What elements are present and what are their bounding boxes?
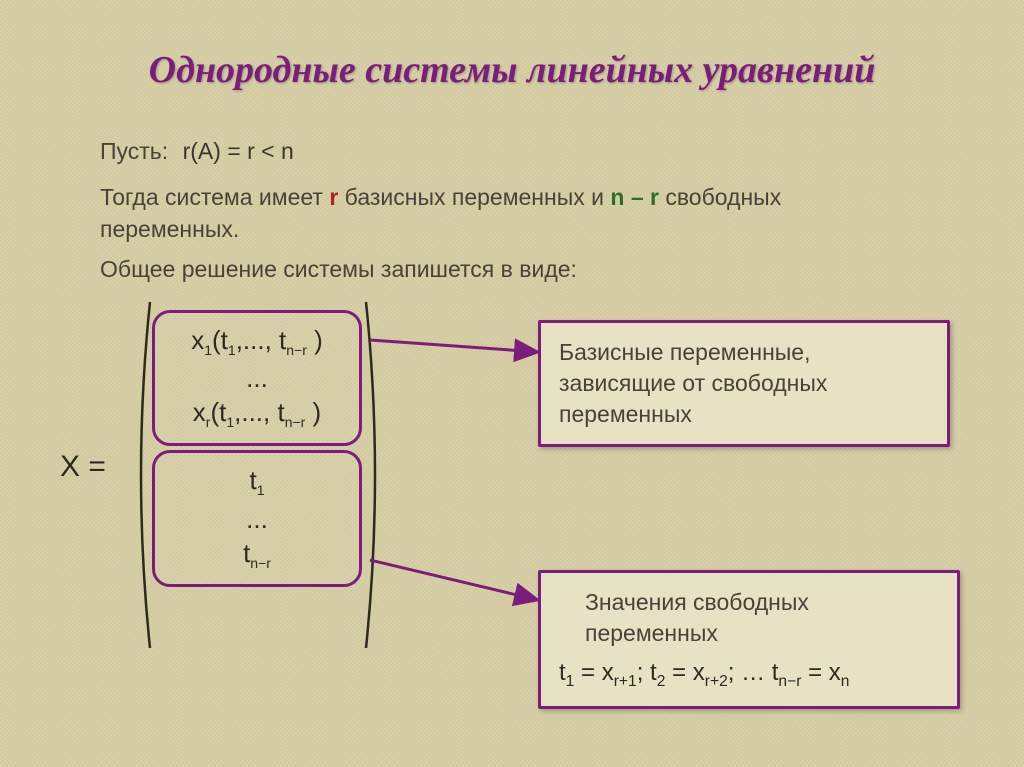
ff-t1: t [559, 659, 566, 686]
let-formula-n: n [281, 138, 294, 164]
free-variables-box: Значения свободных переменных t1 = xr+1;… [538, 570, 960, 709]
free-box-line2: переменных [559, 618, 939, 649]
general-line: Общее решение системы запишется в виде: [100, 256, 577, 283]
x-equals: X = [60, 450, 106, 484]
let-formula-ra: r(A) = r [183, 138, 255, 164]
tnmr-sub: n−r [250, 555, 271, 571]
ff-n: n [841, 673, 850, 690]
free-group-box: t1 ... tn−r [152, 450, 362, 586]
x1-sub: 1 [204, 342, 212, 358]
ff-dots: ; … t [728, 659, 779, 686]
xr-argnmr: n−r [285, 414, 306, 430]
x1-argnmr: n−r [286, 342, 307, 358]
matrix-row-dots2: ... [159, 506, 355, 532]
matrix-rows: x1(t1,..., tn−r ) ... xr(t1,..., tn−r ) … [152, 306, 362, 591]
xr-arg1: 1 [226, 414, 234, 430]
let-formula-rel: < [255, 138, 281, 164]
xr-args-mid: ,..., t [234, 397, 285, 427]
let-formula: r(A) = r < n [183, 138, 294, 164]
then-line-1: Тогда система имеет r базисных переменны… [100, 184, 781, 211]
x1-sym: x [191, 325, 204, 355]
let-line: Пусть: r(A) = r < n [100, 138, 294, 165]
basic-box-line2: зависящие от свободных [559, 368, 929, 399]
ff-eq2: = x [665, 659, 704, 686]
matrix-row-xr: xr(t1,..., tn−r ) [159, 399, 355, 429]
matrix-row-tnmr: tn−r [159, 540, 355, 570]
x1-args-close: ) [307, 325, 323, 355]
xr-sym: x [193, 397, 206, 427]
xr-args-close: ) [305, 397, 321, 427]
t1-sym: t [249, 465, 256, 495]
matrix-row-t1: t1 [159, 467, 355, 497]
ff-xn: = x [801, 659, 840, 686]
matrix-row-dots1: ... [159, 365, 355, 391]
free-formula: t1 = xr+1; t2 = xr+2; … tn−r = xn [559, 657, 939, 692]
right-paren-icon [362, 300, 386, 650]
left-paren-icon [130, 300, 154, 650]
t1-sub: 1 [257, 483, 265, 499]
basic-group-box: x1(t1,..., tn−r ) ... xr(t1,..., tn−r ) [152, 310, 362, 446]
basic-box-line1: Базисные переменные, [559, 337, 929, 368]
ff-nmr: n−r [778, 673, 801, 690]
x1-args-open: (t [212, 325, 228, 355]
basic-variables-box: Базисные переменные, зависящие от свобод… [538, 320, 950, 447]
ff-r2: r+2 [705, 673, 728, 690]
ff-r1: r+1 [614, 673, 637, 690]
matrix-row-x1: x1(t1,..., tn−r ) [159, 327, 355, 357]
page-title: Однородные системы линейных уравнений [30, 48, 994, 92]
matrix-block: X = x1(t1,..., tn−r ) ... xr(t1,..., tn−… [60, 300, 400, 660]
x1-arg1: 1 [228, 342, 236, 358]
free-box-line1: Значения свободных [559, 587, 939, 618]
xr-args-open: (t [210, 397, 226, 427]
then-line-2: переменных. [100, 216, 239, 243]
x1-args-mid: ,..., t [236, 325, 287, 355]
then-nmr: n – r [610, 184, 659, 210]
ff-sep: ; t [637, 659, 657, 686]
ff-eq1: = x [574, 659, 613, 686]
basic-box-line3: переменных [559, 399, 929, 430]
then-r: r [329, 184, 338, 210]
then-mid: базисных переменных и [338, 184, 610, 210]
then-pre: Тогда система имеет [100, 184, 329, 210]
then-post: свободных [659, 184, 781, 210]
let-label: Пусть: [100, 138, 168, 164]
